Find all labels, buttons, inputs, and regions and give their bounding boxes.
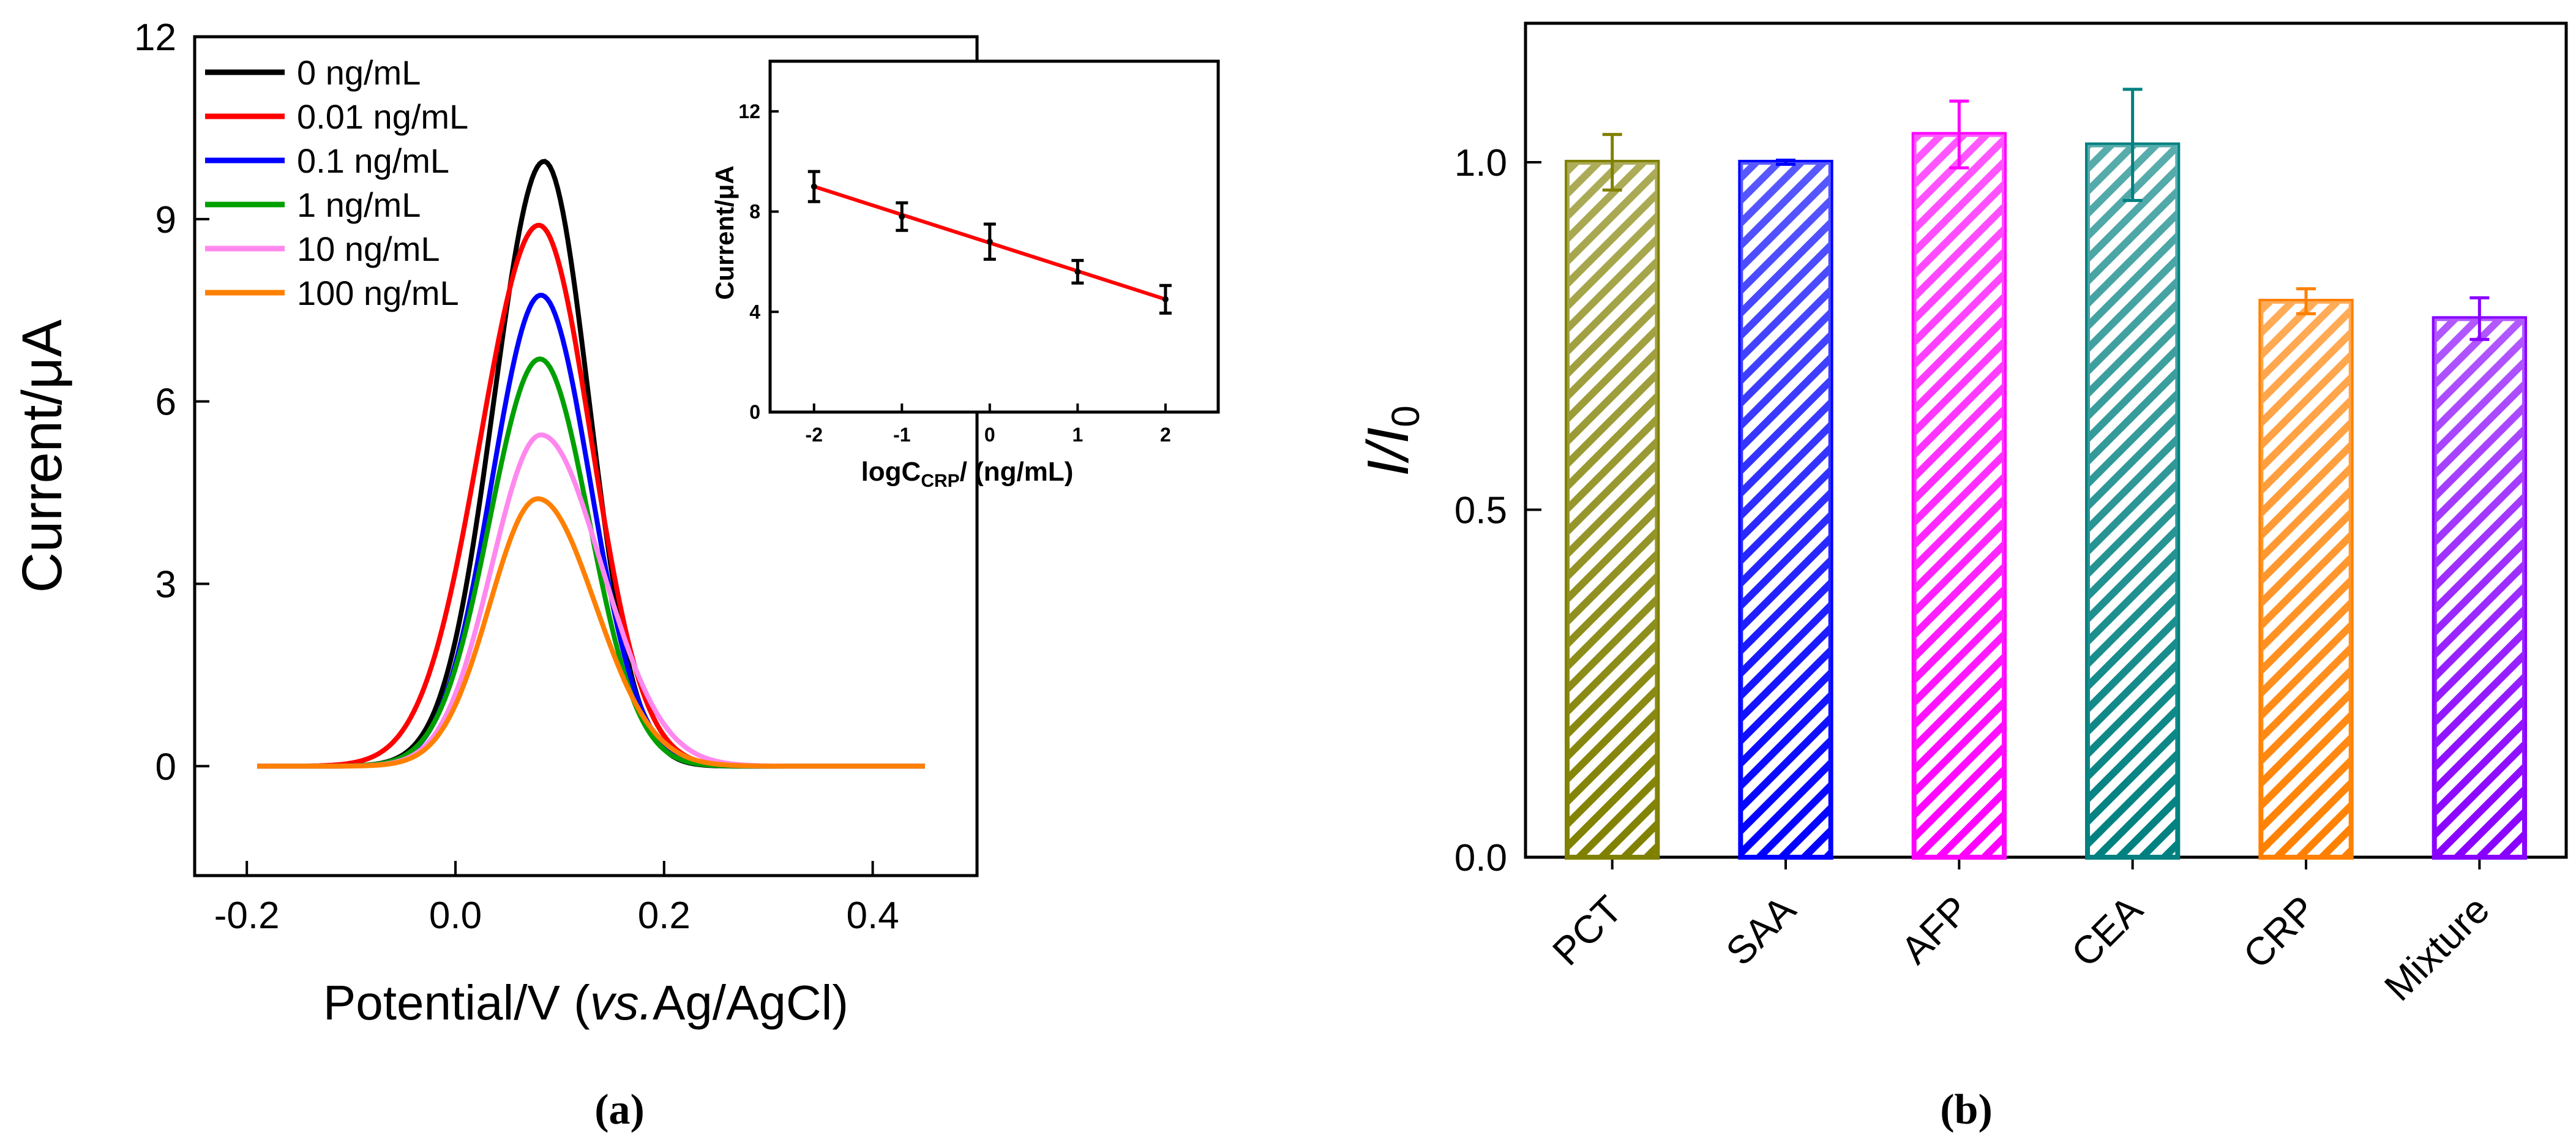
y-tick-label-b: 0.5 [1455,490,1507,532]
x-tick-label-b: Mixture [2376,887,2498,1009]
x-tick-label-b: PCT [1544,887,1630,974]
legend-label: 1 ng/mL [297,186,421,224]
y-tick-label-a: 9 [155,199,176,241]
curve-100-ng-ml [257,496,925,769]
legend-label: 100 ng/mL [297,274,459,312]
y-axis-title-b: I/I0 [1355,405,1428,476]
y-axis-title-b-sub: 0 [1383,405,1428,427]
bar-overlay-mixture [2434,318,2525,857]
bar-overlay-afp [1914,134,2004,858]
plot-frame-b [1524,21,2568,859]
panel-label-b: (b) [1940,1086,1993,1133]
legend-label: 0.1 ng/mL [297,141,449,180]
x-axis-title-a-pre: Potential/V ( [323,975,590,1030]
y-tick-label-b: 0.0 [1455,837,1507,879]
inset-y-tick-label: 0 [749,401,760,423]
legend-a: 0 ng/mL 0.01 ng/mL 0.1 ng/mL 1 ng/mL 10 ng/m… [205,53,468,312]
inset-x-tick-label: -2 [806,424,823,446]
plot-frame-a [193,35,979,877]
x-tick-label-b: CRP [2234,887,2324,977]
inset-point [1162,296,1169,302]
bar-overlay-cea [2087,145,2178,857]
inset-point [1074,268,1081,275]
y-tick-label-a: 0 [155,746,176,788]
inset-x-axis-title-post: / (ng/mL) [960,457,1074,487]
legend-label: 0 ng/mL [297,53,421,92]
x-axis-title-a-italic: vs. [590,975,653,1030]
inset-point [811,183,817,190]
x-tick-label-a: -0.2 [214,895,280,937]
inset-y-axis-title: Current/μA [710,165,739,299]
x-axis-title-a-post: Ag/AgCl) [653,975,848,1030]
inset-y-tick-label: 8 [749,201,760,223]
x-tick-label-b: SAA [1717,887,1804,974]
bar-overlay-pct [1567,162,1658,857]
inset-x-tick-label: 2 [1160,424,1171,446]
y-axis-title-a: Current/μA [11,319,73,593]
y-tick-label-a: 3 [155,563,176,606]
inset-x-tick-label: -1 [893,424,910,446]
inset-y-tick-label: 12 [738,100,760,122]
x-tick-label-a: 0.0 [429,895,482,937]
y-axis-title-b-main: I/I [1355,427,1421,476]
inset-frame [768,59,1220,414]
inset-y-tick-label: 4 [749,301,760,323]
inset-x-axis-title: logCCRP/ (ng/mL) [861,457,1074,491]
legend-label: 10 ng/mL [297,230,440,268]
y-tick-label-a: 12 [134,17,176,59]
bar-overlay-crp [2261,301,2351,857]
y-tick-label-b: 1.0 [1455,142,1507,184]
inset-point [899,213,905,220]
inset-x-tick-label: 0 [984,424,995,446]
panel-label-a: (a) [594,1086,645,1133]
panel-b-selectivity-plot: 0.0 0.5 1.0 PCT SAA AFP CEA CRP Mixture I/I0 (b) [1355,21,2568,1133]
inset-x-tick-label: 1 [1072,424,1083,446]
x-axis-title-a: Potential/V (vs.Ag/AgCl) [323,975,848,1030]
x-tick-label-b: AFP [1892,887,1977,972]
x-tick-label-a: 0.4 [846,895,899,937]
legend-label: 0.01 ng/mL [297,97,468,136]
x-tick-label-b: CEA [2063,887,2151,975]
inset-x-axis-title-main: logC [861,457,921,487]
x-tick-label-a: 0.2 [638,895,691,937]
inset-point [986,238,993,245]
y-tick-label-a: 6 [155,381,176,424]
inset-x-axis-title-sub: CRP [921,471,959,491]
bar-overlay-saa [1740,162,1831,857]
